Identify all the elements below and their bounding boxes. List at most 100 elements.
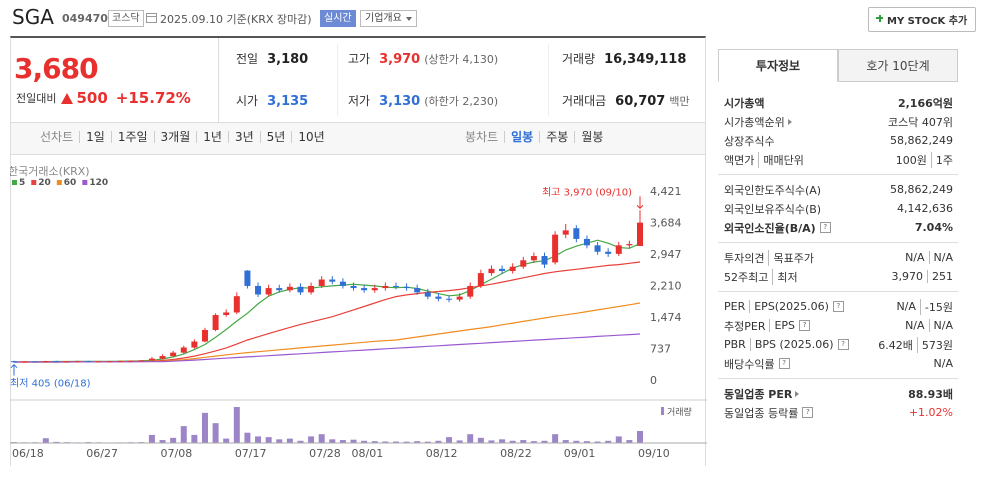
source-label: 한국거래소(KRX) (10, 165, 90, 178)
side-labels: 추정PER EPS (724, 318, 810, 334)
side-row: 시가총액 2,166억원 (718, 93, 958, 112)
change-value: 500 (76, 89, 108, 107)
candle-body (21, 361, 28, 363)
realtime-button[interactable]: 실시간 (320, 10, 356, 27)
summary-value: 3,135 (267, 94, 309, 109)
candle-body (255, 285, 262, 295)
annotation: 최고 3,970 (09/10) (542, 186, 632, 198)
volume-bar (371, 441, 378, 443)
side-row: 동일업종 PER 88.93배 (718, 384, 958, 403)
volume-bar (424, 441, 431, 443)
side-tabs: 투자정보 호가 10단계 (718, 49, 958, 82)
candle-body (435, 296, 442, 299)
candle-body (329, 279, 336, 282)
y-tick-label: 2,947 (650, 248, 682, 261)
side-label: 목표주가 (768, 249, 814, 266)
volume-bar (414, 441, 421, 443)
period-tab[interactable]: 일봉 (504, 131, 539, 143)
side-panel: 시가총액 2,166억원 시가총액순위 코스닥 407위 상장주식수 58,862,249… (718, 88, 958, 427)
chart-area: 한국거래소(KRX) 5 20 60 120 0 737 1,474 2,210 2,947 3,6… (8, 155, 707, 467)
candle-body (499, 268, 506, 271)
side-value: 6.42배 (878, 338, 913, 352)
side-label: 외국인한도주식수(A) (724, 183, 822, 197)
side-section: 투자의견 목표주가 N/A N/A 52주최고 최저 3,970 251 (718, 242, 958, 291)
candle-body (64, 361, 71, 363)
volume-bar (350, 439, 357, 443)
volume-bar (615, 436, 622, 443)
line-tabs: 선차트 1일 1주일 3개월 1년 3년 5년 10년 (34, 131, 331, 143)
candle-body (573, 228, 580, 239)
ma-line (14, 261, 641, 363)
y-tick-label: 737 (650, 342, 671, 355)
period-tab[interactable]: 1주일 (110, 131, 154, 143)
period-tab[interactable]: 3개월 (153, 131, 197, 143)
period-tab[interactable]: 1년 (196, 131, 228, 143)
side-values: N/A -15원 (896, 298, 953, 315)
summary-cell: 고가 3,970 (상한가 4,130) (348, 50, 498, 67)
candle-body (244, 270, 251, 286)
volume-bar (212, 423, 219, 443)
volume-bar (573, 440, 580, 443)
overview-dropdown[interactable]: 기업개요 (360, 10, 417, 27)
candle-body (191, 341, 198, 348)
candle-body (509, 266, 516, 271)
side-values: +1.02% (909, 406, 953, 419)
candle-body (520, 260, 527, 267)
summary-cell: 저가 3,130 (하한가 2,230) (348, 92, 498, 109)
volume-bar (159, 440, 166, 443)
volume-bar (223, 438, 230, 443)
summary-note: (상한가 4,130) (424, 53, 499, 66)
summary-label: 전일 (236, 52, 259, 66)
side-label: 52주최고 (724, 270, 769, 284)
side-tab[interactable]: 투자정보 (718, 49, 838, 82)
tab-head: 봉차트 (465, 130, 499, 144)
stock-code: 049470 (62, 12, 108, 25)
chart: 한국거래소(KRX)5 20 60 120 0 737 1,474 2,210 2,947 3,6… (8, 165, 707, 460)
side-row: 투자의견 목표주가 N/A N/A (718, 248, 958, 267)
mystock-button[interactable]: MY STOCK 추가 (868, 7, 977, 32)
side-label: 시가총액순위 (724, 115, 785, 129)
volume-bar (541, 440, 548, 443)
volume-bar (297, 440, 304, 443)
side-values: N/A (934, 357, 953, 370)
side-labels: PER EPS(2025.06) (724, 300, 844, 313)
legend-swatch (56, 180, 62, 185)
candle-body (414, 288, 421, 293)
side-values: N/A N/A (905, 251, 953, 264)
summary-label: 저가 (348, 94, 371, 108)
side-value: N/A (928, 319, 953, 332)
period-tab[interactable]: 월봉 (574, 131, 609, 143)
volume-bar (435, 440, 442, 443)
period-tab[interactable]: 1일 (79, 131, 111, 143)
candle-body (276, 288, 283, 291)
summary-label: 시가 (236, 94, 259, 108)
side-values: N/A N/A (905, 319, 953, 332)
candle-body (127, 360, 134, 362)
side-value: 100원 (895, 153, 927, 167)
side-values: 3,970 251 (892, 270, 953, 283)
period-tab[interactable]: 주봉 (539, 131, 574, 143)
side-values: 58,862,249 (890, 134, 953, 147)
side-tab[interactable]: 호가 10단계 (838, 49, 958, 82)
side-label: 투자의견 (724, 251, 765, 265)
volume-bar (361, 440, 368, 443)
period-tab[interactable]: 3년 (227, 131, 260, 143)
candle-tabs: 봉차트 일봉 주봉 월봉 (459, 131, 609, 143)
period-tab[interactable]: 5년 (259, 131, 292, 143)
candle-body (339, 281, 346, 286)
side-value: N/A (905, 319, 925, 332)
side-row: 외국인소진율(B/A) 7.04% (718, 218, 958, 237)
summary-cell: 시가 3,135 (236, 92, 308, 109)
x-tick-label: 07/28 (309, 447, 341, 460)
period-tab[interactable]: 10년 (291, 131, 330, 143)
legend-label: 60 (64, 178, 77, 188)
volume-bar (467, 434, 474, 443)
candle-body (170, 352, 177, 357)
volume-bar (446, 437, 453, 443)
candle-body (488, 268, 495, 274)
side-values: 100원 1주 (895, 151, 953, 168)
volume-bar (276, 439, 283, 443)
candle-body (403, 286, 410, 289)
side-label: 최저 (772, 268, 798, 285)
